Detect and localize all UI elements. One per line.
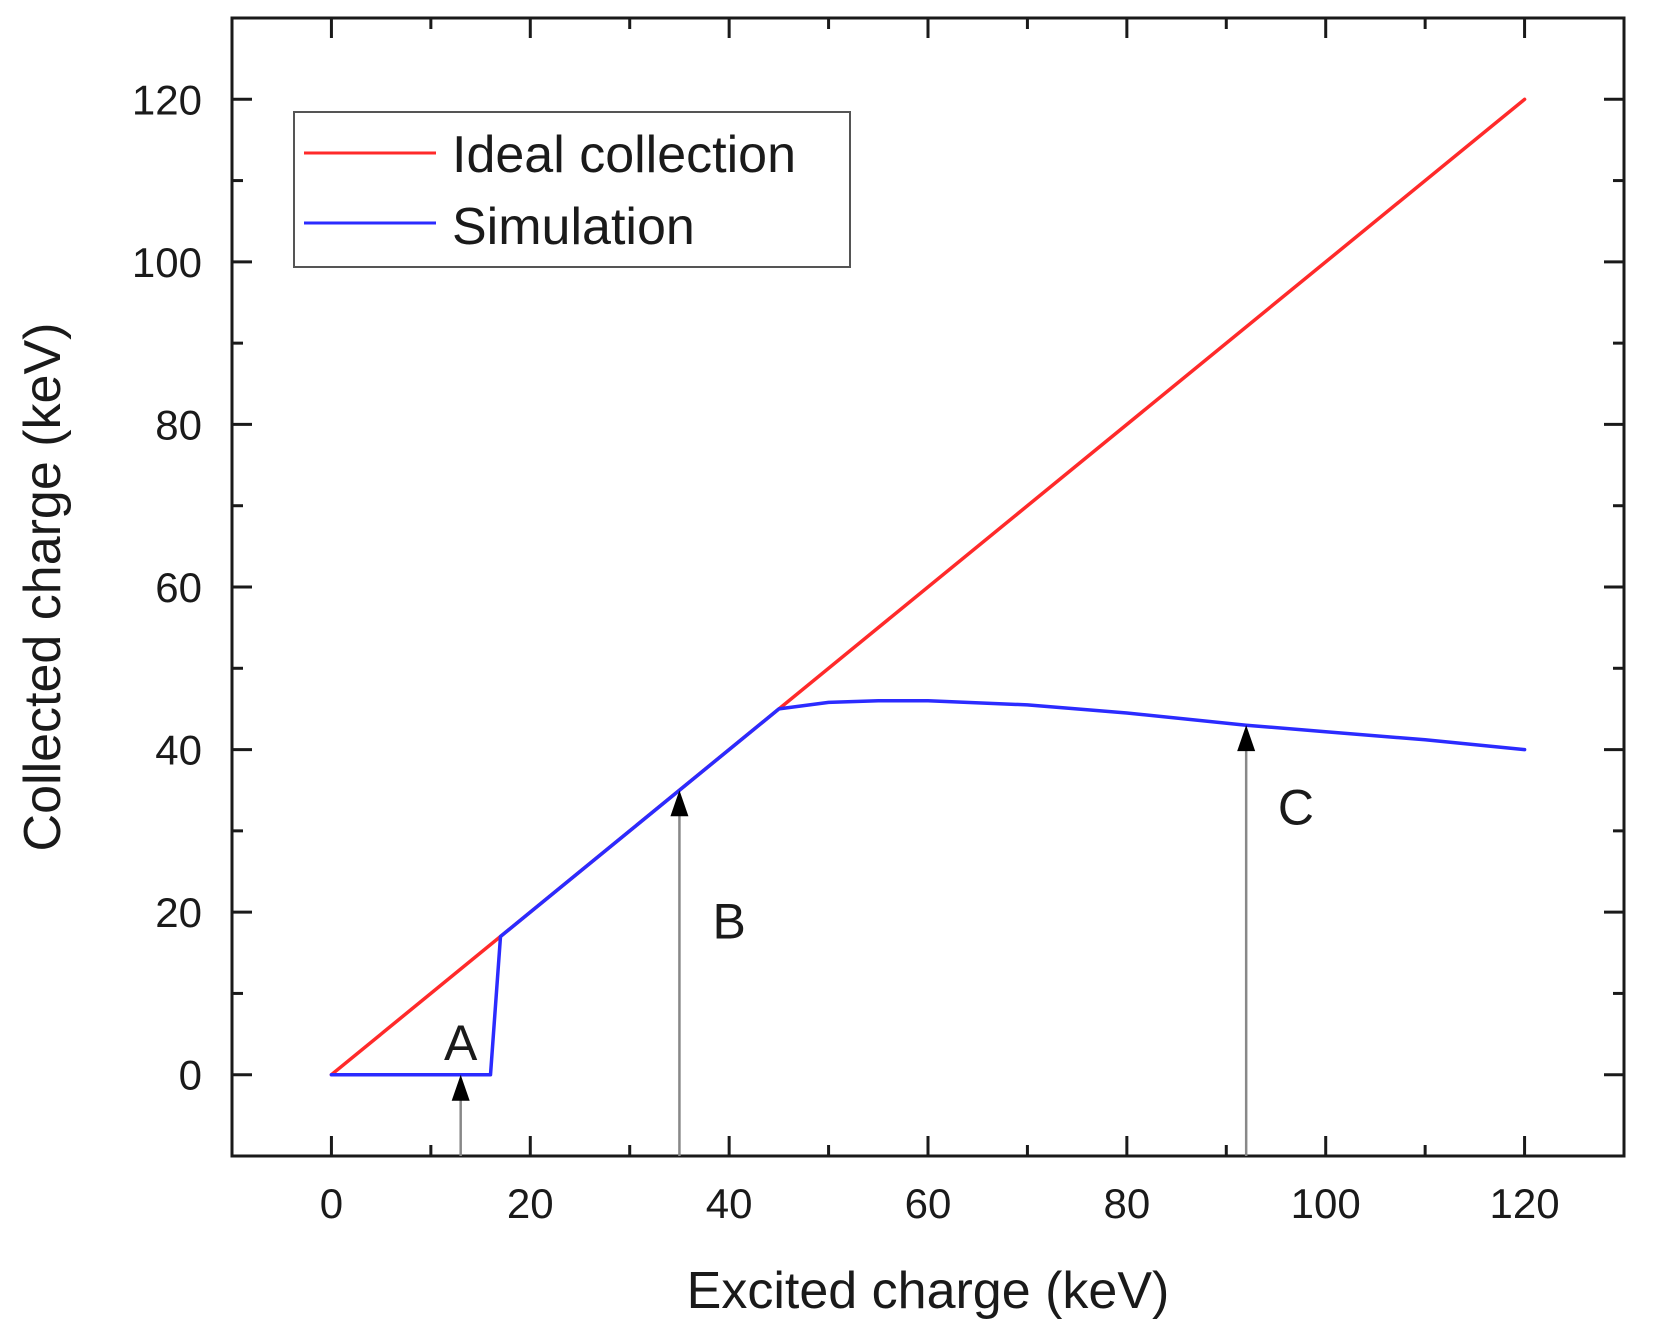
annotation-label-b: B — [712, 893, 745, 949]
x-axis-title: Excited charge (keV) — [687, 1262, 1170, 1320]
y-axis-title: Collected charge (keV) — [14, 323, 72, 852]
annotations: A B C — [444, 725, 1314, 1156]
y-tick-label: 0 — [179, 1052, 202, 1099]
y-tick-label: 100 — [132, 239, 202, 286]
tick-marks — [232, 18, 1624, 1156]
x-tick-label: 100 — [1291, 1180, 1361, 1227]
y-tick-label: 40 — [155, 727, 202, 774]
annotation-arrowhead-c — [1237, 725, 1256, 752]
legend-box — [293, 111, 851, 268]
x-tick-label: 60 — [905, 1180, 952, 1227]
y-tick-label: 80 — [155, 401, 202, 448]
x-tick-label: 40 — [706, 1180, 753, 1227]
y-tick-label: 120 — [132, 76, 202, 123]
x-tick-label: 120 — [1490, 1180, 1560, 1227]
annotation-arrowhead-b — [670, 790, 689, 817]
x-tick-label: 0 — [320, 1180, 343, 1227]
tick-labels: 0 20 40 60 80 100 120 0 20 40 60 80 100 120 — [132, 76, 1560, 1227]
series-lines — [329, 97, 1527, 1077]
x-tick-label: 80 — [1103, 1180, 1150, 1227]
series-line-simulation — [329, 699, 1527, 1077]
legend-label-simulation: Simulation — [452, 198, 695, 256]
y-tick-label: 20 — [155, 889, 202, 936]
legend: Ideal collection Simulation — [293, 111, 851, 268]
y-tick-label: 60 — [155, 564, 202, 611]
x-tick-label: 20 — [507, 1180, 554, 1227]
annotation-arrowhead-a — [451, 1074, 470, 1101]
annotation-label-a: A — [444, 1015, 478, 1071]
annotation-label-c: C — [1278, 779, 1314, 835]
legend-label-ideal-collection: Ideal collection — [452, 126, 796, 184]
